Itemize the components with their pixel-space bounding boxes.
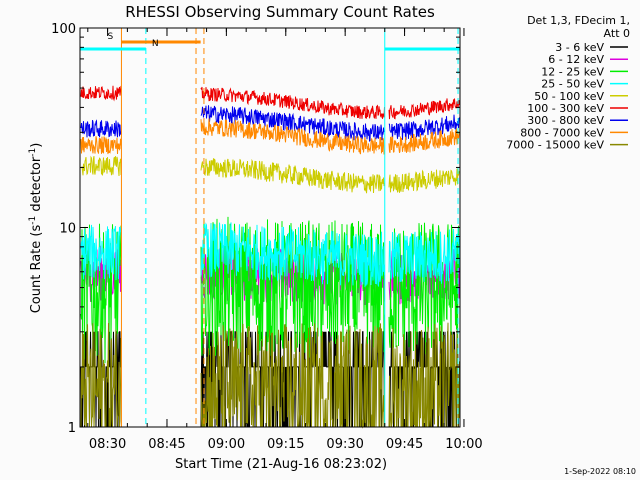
y-axis-label-main: Count Rate (s <box>29 225 44 314</box>
x-tick-label-0: 08:30 <box>89 437 126 452</box>
y-tick-label-2: 100 <box>51 22 76 37</box>
legend-label-7: 800 - 7000 keV <box>520 126 604 139</box>
series-line-3 <box>80 222 460 288</box>
y-axis-label-exp2: -1 <box>28 148 38 157</box>
legend-label-3: 25 - 50 keV <box>541 78 604 91</box>
x-tick-label-4: 09:30 <box>326 437 363 452</box>
series-line-7 <box>80 118 460 155</box>
legend-label-6: 300 - 800 keV <box>527 114 604 127</box>
flag-layer: SN <box>80 32 460 51</box>
legend-label-2: 12 - 25 keV <box>541 65 604 78</box>
footer-timestamp: 1-Sep-2022 08:10 <box>564 467 636 476</box>
legend-label-1: 6 - 12 keV <box>548 53 604 66</box>
x-tick-label-3: 09:15 <box>267 437 304 452</box>
chart-title: RHESSI Observing Summary Count Rates <box>125 3 435 21</box>
series-layer <box>80 85 460 429</box>
y-axis-label-mid: detector <box>29 156 44 216</box>
legend-label-8: 7000 - 15000 keV <box>506 139 604 152</box>
legend-header-line2: Att 0 <box>604 27 630 40</box>
marker-layer <box>120 28 459 427</box>
x-tick-label-2: 09:00 <box>208 437 245 452</box>
flag-label-1: N <box>152 39 159 49</box>
series-line-2 <box>80 216 460 364</box>
y-tick-label-0: 1 <box>68 421 76 436</box>
x-tick-label-5: 09:45 <box>386 437 423 452</box>
series-line-6 <box>80 105 460 143</box>
y-axis: 1 10 100 <box>51 22 460 436</box>
flag-label-0: S <box>107 32 113 42</box>
x-axis-label: Start Time (21-Aug-16 08:23:02) <box>175 457 387 472</box>
x-tick-label-6: 10:00 <box>445 437 482 452</box>
y-axis-label: Count Rate (s-1 detector-1) <box>28 143 44 314</box>
y-axis-label-exp1: -1 <box>28 216 38 225</box>
legend-label-0: 3 - 6 keV <box>555 41 604 54</box>
y-axis-label-end: ) <box>29 143 44 148</box>
x-axis: 08:30 08:45 09:00 09:15 09:30 09:45 10:00 <box>87 28 483 452</box>
series-line-4 <box>80 155 460 194</box>
x-tick-label-1: 08:45 <box>148 437 185 452</box>
y-tick-label-1: 10 <box>59 222 76 237</box>
legend-label-4: 50 - 100 keV <box>534 90 604 103</box>
series-line-5 <box>80 85 460 120</box>
legend-header-line1: Det 1,3, FDecim 1, <box>527 14 630 27</box>
legend-label-5: 100 - 300 keV <box>527 102 604 115</box>
